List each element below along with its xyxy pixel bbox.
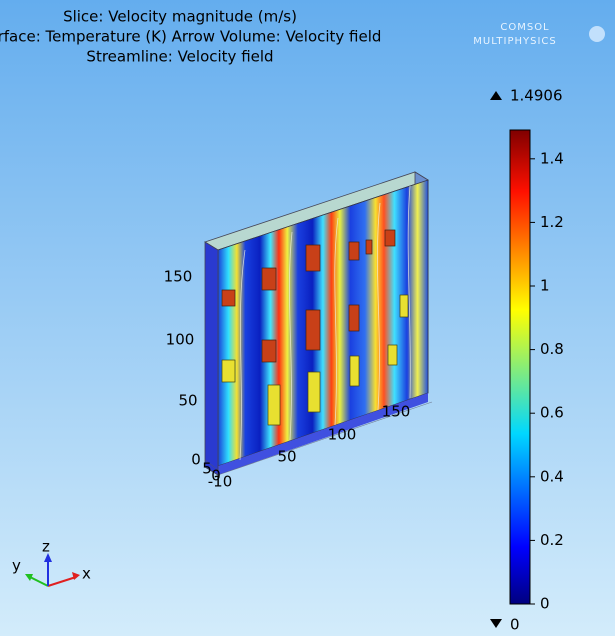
z-tick-label: 150 (164, 268, 193, 286)
color-legend-min: 0 (510, 616, 520, 634)
triad-label: x (82, 565, 91, 583)
color-legend-tick-label: 1 (540, 277, 550, 295)
title-line: Slice: Velocity magnitude (m/s) (63, 8, 297, 26)
title-line: Streamline: Velocity field (86, 48, 273, 66)
logo-icon (589, 26, 605, 42)
color-legend-tick-label: 0.4 (540, 467, 564, 485)
z-tick-label: 0 (191, 451, 201, 469)
y-tick-label: -10 (208, 473, 233, 491)
title-line: Surface: Temperature (K) Arrow Volume: V… (0, 28, 381, 46)
color-legend-tick-label: 0 (540, 595, 550, 613)
color-legend (510, 130, 530, 604)
triad-label: z (42, 538, 50, 556)
triad-label: y (12, 557, 21, 575)
plot-window: Slice: Velocity magnitude (m/s) Surface: … (0, 0, 615, 636)
color-legend-tick-label: 1.4 (540, 149, 564, 167)
color-legend-tick-label: 0.6 (540, 404, 564, 422)
logo-text: COMSOL (500, 22, 549, 33)
color-legend-max: 1.4906 (510, 87, 563, 105)
x-tick-label: 150 (382, 403, 411, 421)
color-legend-tick-label: 1.2 (540, 213, 564, 231)
x-tick-label: 50 (277, 448, 296, 466)
x-tick-label: 100 (328, 426, 357, 444)
color-legend-tick-label: 0.8 (540, 340, 564, 358)
color-legend-tick-label: 0.2 (540, 531, 564, 549)
z-tick-label: 100 (166, 331, 195, 349)
z-tick-label: 50 (178, 392, 197, 410)
logo-text: MULTIPHYSICS (473, 36, 556, 47)
